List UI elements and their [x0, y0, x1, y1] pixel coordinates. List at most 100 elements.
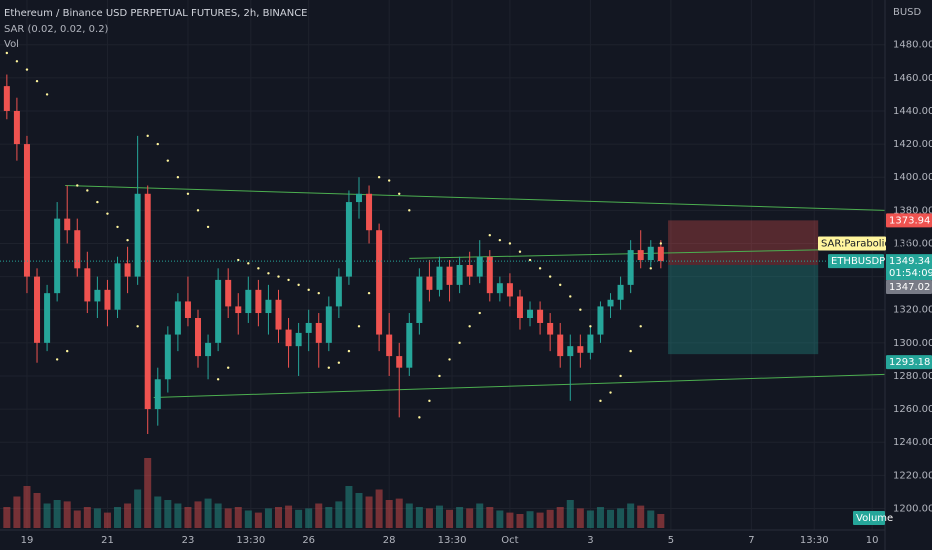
candle-body: [124, 263, 131, 277]
ticker-label: ETHBUSDPERP: [831, 256, 905, 267]
candle-body: [597, 306, 604, 335]
volume-bar: [596, 507, 604, 528]
trendline: [65, 185, 885, 211]
candle-body: [627, 250, 634, 285]
volume-bar: [355, 493, 363, 528]
volume-bar: [244, 510, 252, 528]
sar-dot: [196, 209, 200, 212]
volume-bar: [134, 489, 142, 528]
volume-bar: [13, 496, 21, 528]
trendline: [153, 373, 885, 398]
candle-body: [255, 289, 262, 314]
sar-dot: [398, 192, 401, 195]
volume-bar: [93, 508, 101, 528]
volume-bar: [536, 512, 544, 528]
candle-body: [506, 283, 513, 297]
currency: BUSD: [893, 7, 922, 18]
sar-dot: [629, 349, 632, 353]
volume-bar: [33, 493, 41, 528]
sar-dot: [327, 366, 331, 369]
sar-dot: [387, 179, 391, 182]
candle-body: [205, 342, 212, 357]
volume-bar: [295, 509, 303, 528]
sar-dot: [277, 275, 280, 278]
x-tick-label: 26: [302, 535, 315, 546]
candle-body: [64, 218, 71, 231]
sar-dot: [468, 325, 471, 328]
volume-bar: [164, 500, 172, 528]
candle-body: [537, 309, 544, 323]
sar-label-bg: [818, 236, 886, 251]
candle-body: [637, 250, 644, 261]
volume-bar: [526, 511, 534, 528]
candle-body: [416, 276, 423, 323]
sar-dot: [639, 325, 642, 328]
candle-body: [527, 309, 534, 318]
x-tick-label: 13:30: [438, 535, 467, 546]
volume-bar: [264, 508, 272, 528]
candle-body: [94, 289, 101, 302]
volume-bar: [657, 514, 665, 528]
volume-bar: [335, 501, 343, 528]
volume-bar: [224, 508, 232, 528]
volume-bar: [425, 508, 433, 528]
volume-bar: [486, 507, 494, 528]
candle-body: [265, 299, 272, 314]
candle-body: [295, 332, 302, 347]
volume-label-bg: [853, 511, 885, 525]
candle-body: [587, 334, 594, 353]
candle-body: [84, 268, 91, 302]
candle-body: [386, 334, 393, 357]
sar-dot: [448, 358, 451, 361]
stop-zone: [668, 220, 819, 265]
sar-dot: [66, 349, 69, 353]
x-tick-label: 23: [182, 535, 195, 546]
y-tick-label: 1380.00: [893, 205, 932, 216]
sar-dot: [508, 242, 512, 245]
sar-dot: [478, 311, 481, 315]
sar-dot: [518, 250, 522, 253]
candle-body: [305, 322, 312, 333]
candle-body: [154, 379, 161, 410]
volume-bar: [63, 501, 71, 528]
x-tick-label: 10: [866, 535, 879, 546]
candle-body: [557, 334, 564, 357]
candle-body: [23, 144, 30, 277]
candle-body: [13, 110, 20, 145]
sar-dot: [25, 68, 29, 71]
candle-body: [3, 86, 10, 111]
sar-dot: [418, 416, 421, 419]
sar-dot: [45, 93, 49, 96]
entry-label-bg: [886, 279, 932, 294]
candle-body: [184, 301, 191, 318]
sar-dot: [659, 242, 663, 245]
sar-dot: [428, 399, 431, 403]
volume-bar: [576, 508, 584, 528]
candle-body: [426, 276, 433, 290]
volume-bar: [375, 489, 383, 528]
candle-body: [607, 299, 614, 307]
sar-dot: [176, 176, 180, 179]
volume-bar: [476, 503, 484, 528]
sar-dot: [357, 325, 361, 328]
y-tick-label: 1240.00: [893, 437, 932, 448]
candle-body: [225, 279, 232, 307]
candle-body: [235, 306, 242, 314]
y-tick-label: 1360.00: [893, 238, 932, 249]
volume-bar: [53, 500, 61, 528]
candle-body: [54, 218, 61, 294]
sar-dot: [226, 366, 230, 369]
volume-label: Volume: [856, 513, 893, 524]
sar-dot: [247, 262, 250, 265]
volume-bar: [3, 507, 11, 528]
sar-dot: [609, 391, 612, 394]
candle-body: [315, 322, 322, 343]
sar-dot: [649, 267, 652, 270]
candle-body: [547, 322, 554, 335]
sar-dot: [317, 291, 320, 295]
y-tick-label: 1220.00: [893, 470, 932, 481]
volume-bar: [415, 507, 423, 528]
y-tick-label: 1440.00: [893, 106, 932, 117]
ticker-label-bg: [828, 254, 884, 269]
volume-bar: [305, 508, 313, 528]
